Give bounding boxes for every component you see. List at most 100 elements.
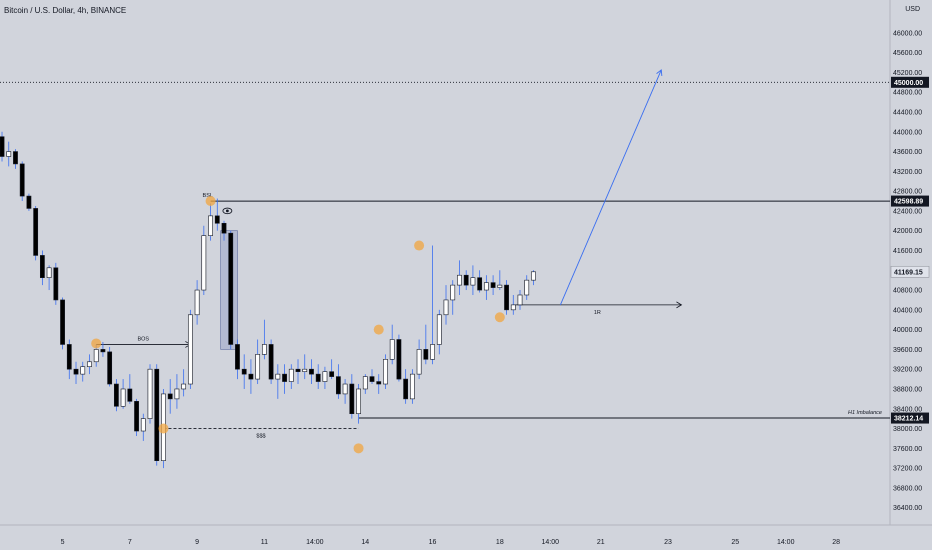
candle-body [342,383,348,395]
candle-body [403,378,409,400]
candle-body [194,289,200,316]
candle-body [228,232,234,345]
time-tick-label: 9 [195,539,199,546]
candle-body [315,373,321,382]
candle-body [362,376,368,390]
price-tick-label: 44000.00 [893,129,922,136]
candle-body [450,284,456,301]
price-label-box [891,76,929,88]
candle-body [80,366,86,375]
candle-body [53,267,59,301]
candle-body [26,195,32,209]
candle-body [416,349,422,375]
currency-label: USD [905,6,920,13]
annotation-label: $$$ [256,434,265,440]
candle-body [457,274,462,286]
price-label-box [891,412,929,424]
price-tick-label: 38400.00 [893,406,922,413]
time-tick-label: 14:00 [542,539,560,546]
price-tick-label: 39600.00 [893,347,922,354]
candle-body [497,284,503,288]
candle-body [268,344,274,380]
candle-body [510,304,516,311]
price-label-box [891,195,929,207]
candle-body [221,222,227,234]
candle-body [140,418,146,432]
time-tick-label: 7 [128,539,132,546]
price-tick-label: 36400.00 [893,505,922,512]
candle-body [167,393,173,400]
swing-marker [494,312,505,323]
annotation-label: BSL [203,193,213,199]
candle-body [524,279,530,296]
price-tick-label: 42000.00 [893,228,922,235]
swing-marker [353,443,364,454]
candle-body [295,368,301,372]
price-tick-label: 45200.00 [893,70,922,77]
annotation-label: 1R [594,310,601,316]
swing-marker [373,324,384,335]
candle-body [147,368,153,419]
candle-body [383,358,388,385]
candle-body [13,151,18,165]
candle-body [134,401,139,432]
time-tick-label: 11 [261,539,268,546]
candle-body [470,277,476,286]
candle-body [87,361,92,368]
candle-body [154,368,160,461]
projection-arrow-head [656,69,663,76]
candle-body [504,284,509,311]
candle-body [187,314,193,385]
candle-body [322,371,328,382]
time-tick-label: 5 [61,539,65,546]
price-label-text: 45000.00 [894,80,923,87]
candle-body [248,373,254,380]
candle-body [517,294,523,306]
price-tick-label: 46000.00 [893,30,922,37]
swing-marker [205,196,216,207]
price-tick-label: 38800.00 [893,386,922,393]
price-tick-label: 42400.00 [893,208,922,215]
candle-body [93,349,99,363]
price-label-text: 42598.89 [894,199,923,206]
candle-body [356,388,361,415]
projection-line [559,69,662,306]
candle-body [73,368,79,375]
price-tick-label: 45600.00 [893,50,922,57]
candle-body [349,383,355,415]
candle-body [477,277,483,291]
candle-body [113,383,119,407]
candle-body [261,344,267,355]
candle-body [201,235,207,291]
candle-body [490,282,496,288]
candle-body [174,388,180,400]
price-tick-label: 37600.00 [893,446,922,453]
candle-body [127,388,133,402]
price-tick-label: 39200.00 [893,367,922,374]
time-tick-label: 21 [597,539,605,546]
candle-body [46,267,52,278]
candle-body [208,215,213,236]
chart-title: Bitcoin / U.S. Dollar, 4h, BINANCE [4,6,127,15]
candle-body [443,299,449,316]
price-tick-label: 40000.00 [893,327,922,334]
candle-body [389,339,395,360]
candle-body [255,354,261,380]
candle-body [60,299,65,345]
candle-body [288,368,294,382]
candle-body [409,373,415,400]
swing-marker [91,338,102,349]
time-tick-label: 14:00 [777,539,795,546]
candle-body [241,368,247,375]
candle-body [181,383,187,390]
swing-marker [158,423,169,434]
candle-body [33,208,39,256]
candle-body [309,368,314,375]
candle-body [275,373,281,380]
candle-body [235,344,240,370]
candle-body [100,349,106,353]
candle-body [423,349,429,360]
candle-body [329,371,335,377]
price-tick-label: 38000.00 [893,426,922,433]
